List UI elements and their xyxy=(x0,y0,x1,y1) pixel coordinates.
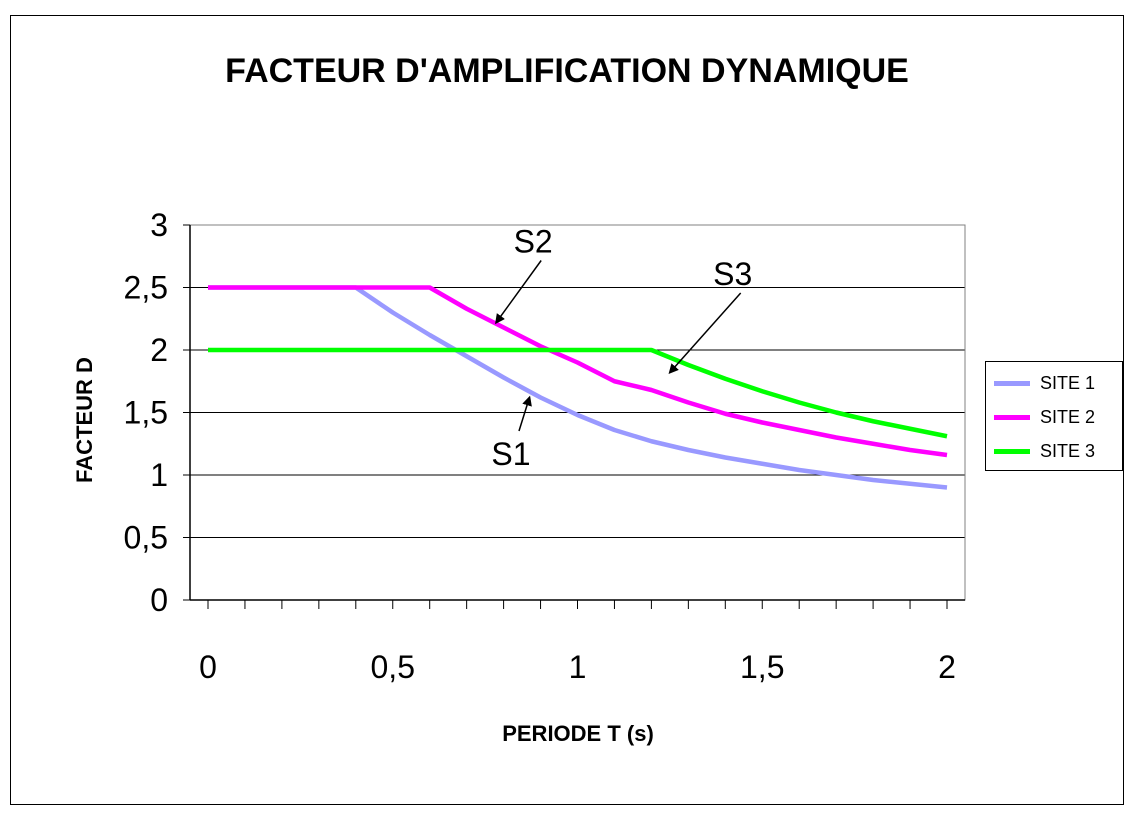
chart-title: FACTEUR D'AMPLIFICATION DYNAMIQUE xyxy=(225,52,909,90)
y-tick-label: 2,5 xyxy=(124,270,168,306)
annotation-label-s2: S2 xyxy=(514,224,553,260)
legend-swatch xyxy=(994,380,1030,386)
legend-label: SITE 2 xyxy=(1040,406,1096,427)
y-tick-label: 2 xyxy=(150,332,168,368)
annotation-arrow xyxy=(668,292,742,374)
series-lines xyxy=(208,285,948,490)
y-tick-label: 1,5 xyxy=(124,395,168,431)
y-tick-label: 0,5 xyxy=(124,520,168,556)
x-tick-label: 2 xyxy=(938,649,956,685)
x-tick-label: 0 xyxy=(199,649,217,685)
y-tick-label: 3 xyxy=(150,207,168,243)
legend-label: SITE 3 xyxy=(1040,440,1096,461)
y-axis-title: FACTEUR D xyxy=(72,357,97,483)
y-tick-label: 0 xyxy=(150,582,168,618)
legend-item-site-3: SITE 3 xyxy=(994,436,1095,466)
grid-lines xyxy=(190,224,965,538)
legend-swatch xyxy=(994,414,1030,420)
series-line-site-2 xyxy=(208,285,948,458)
x-tick-label: 1,5 xyxy=(740,649,784,685)
annotations: S1 S2 S3 xyxy=(491,224,752,473)
annotation-label-s1: S1 xyxy=(491,436,530,472)
legend-item-site-1: SITE 1 xyxy=(994,368,1095,398)
x-axis-title: PERIODE T (s) xyxy=(502,721,654,746)
legend-swatch xyxy=(994,448,1030,454)
series-line-site-1 xyxy=(208,285,948,490)
legend-item-site-2: SITE 2 xyxy=(994,402,1095,432)
x-tick-label: 1 xyxy=(569,649,587,685)
x-tick-label: 0,5 xyxy=(371,649,415,685)
legend: SITE 1 SITE 2 SITE 3 xyxy=(985,361,1123,471)
annotation-arrow xyxy=(518,395,532,432)
legend-label: SITE 1 xyxy=(1040,372,1096,393)
chart-frame xyxy=(10,15,1124,805)
y-tick-label: 1 xyxy=(150,457,168,493)
series-line-site-3 xyxy=(208,347,948,439)
annotation-arrow xyxy=(495,260,542,325)
annotation-label-s3: S3 xyxy=(713,256,752,292)
axes: 0 0,5 1 1,5 2 2,5 3 0 0,5 1 1,5 2 xyxy=(124,207,965,685)
